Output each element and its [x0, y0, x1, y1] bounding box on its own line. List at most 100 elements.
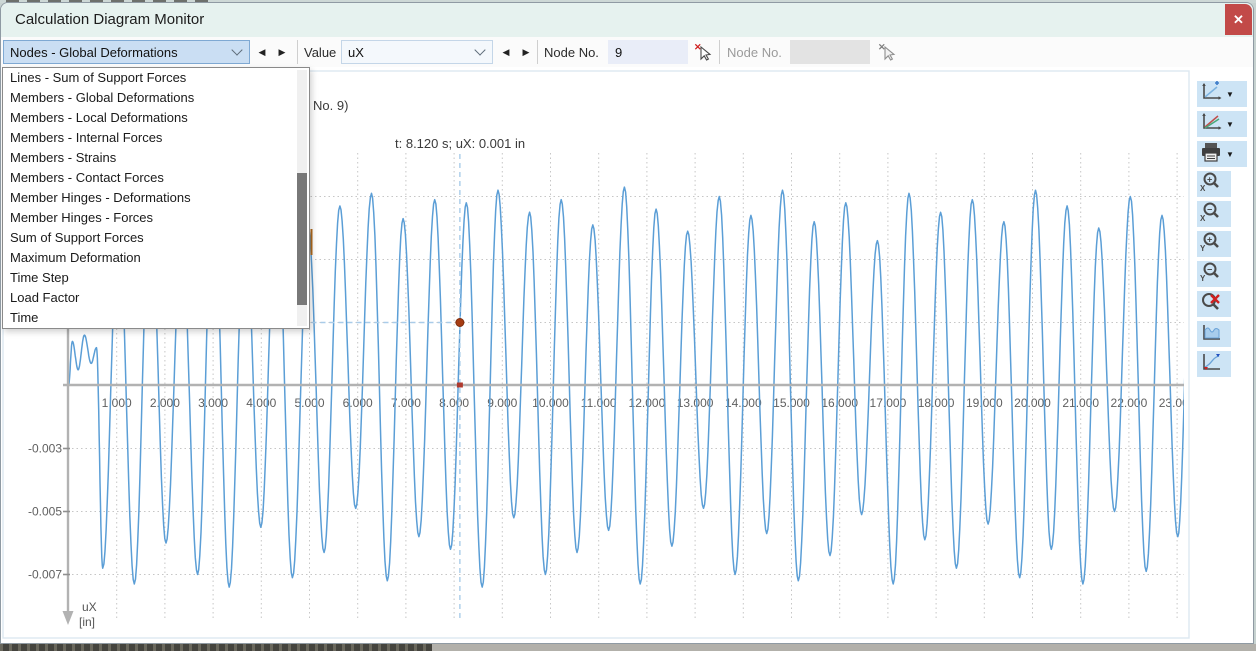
- svg-text:12.000: 12.000: [629, 396, 666, 410]
- dropdown-item[interactable]: Member Hinges - Deformations: [10, 190, 191, 205]
- toolbar: Nodes - Global Deformations ◀ ▶ Value uX…: [1, 37, 1253, 67]
- svg-text:-0.007: -0.007: [28, 568, 62, 582]
- dropdown-item[interactable]: Members - Global Deformations: [10, 90, 195, 105]
- svg-text:−: −: [1207, 264, 1212, 274]
- dropdown-item[interactable]: Members - Contact Forces: [10, 170, 164, 185]
- svg-text:-0.005: -0.005: [28, 505, 62, 519]
- svg-text:1.000: 1.000: [102, 396, 132, 410]
- zoom-reset-button[interactable]: [1197, 291, 1231, 317]
- dropdown-item[interactable]: Member Hinges - Forces: [10, 210, 154, 225]
- diagram-options-icon: [1199, 111, 1223, 138]
- dropdown-item[interactable]: Sum of Support Forces: [10, 230, 144, 245]
- svg-text:10.000: 10.000: [532, 396, 569, 410]
- svg-text:15.000: 15.000: [773, 396, 810, 410]
- close-button[interactable]: ✕: [1225, 4, 1252, 35]
- dropdown-item[interactable]: Time Step: [10, 270, 69, 285]
- result-category-dropdown: Lines - Sum of Support Forces Members - G…: [2, 67, 310, 329]
- result-category-value: Nodes - Global Deformations: [10, 44, 178, 60]
- value-next-button[interactable]: ▶: [517, 40, 535, 64]
- svg-text:11.000: 11.000: [581, 396, 617, 410]
- title-bar[interactable]: Calculation Diagram Monitor ✕: [1, 3, 1253, 38]
- zoom-in-x-button[interactable]: + X: [1197, 171, 1231, 197]
- svg-text:X: X: [1200, 184, 1206, 193]
- dropdown-item[interactable]: Members - Local Deformations: [10, 110, 188, 125]
- pick-cursor-icon: ✕: [694, 42, 712, 61]
- print-button[interactable]: ▼: [1197, 141, 1247, 167]
- svg-text:−: −: [1207, 204, 1212, 214]
- zoom-in-y-icon: + Y: [1199, 231, 1223, 258]
- background-texture: [6, 0, 216, 3]
- svg-text:✕: ✕: [878, 42, 886, 52]
- svg-text:5.000: 5.000: [294, 396, 324, 410]
- svg-text:2.000: 2.000: [150, 396, 180, 410]
- category-next-button[interactable]: ▶: [273, 40, 291, 64]
- svg-text:-0.003: -0.003: [28, 442, 62, 456]
- svg-text:18.000: 18.000: [918, 396, 955, 410]
- svg-text:+: +: [1207, 174, 1212, 184]
- right-arrow-icon: ▶: [522, 46, 530, 57]
- zoom-in-x-icon: + X: [1199, 171, 1223, 198]
- dropdown-arrow-icon: ▼: [1226, 89, 1234, 99]
- svg-text:22.000: 22.000: [1111, 396, 1148, 410]
- svg-text:21.000: 21.000: [1062, 396, 1099, 410]
- zoom-out-y-icon: − Y: [1199, 261, 1223, 288]
- svg-text:8.000: 8.000: [439, 396, 469, 410]
- node-no-input[interactable]: 9: [608, 40, 688, 64]
- zoom-in-y-button[interactable]: + Y: [1197, 231, 1231, 257]
- chevron-down-icon: [474, 44, 486, 56]
- add-diagram-icon: [1199, 80, 1223, 108]
- dropdown-item[interactable]: Lines - Sum of Support Forces: [10, 70, 187, 85]
- svg-text:13.000: 13.000: [677, 396, 714, 410]
- svg-text:3.000: 3.000: [198, 396, 228, 410]
- node-no-value: 9: [615, 44, 623, 60]
- calculation-diagram-chart[interactable]: 1.000 2.000 3.000 4.000 5.000 6.000 7.000 8.000…: [1, 67, 1197, 644]
- svg-text:Y: Y: [1200, 244, 1206, 253]
- chart-canvas[interactable]: 1.000 2.000 3.000 4.000 5.000 6.000 7.000 8.000…: [1, 67, 1197, 644]
- value-label: Value: [304, 44, 337, 60]
- dropdown-arrow-icon: ▼: [1226, 149, 1234, 159]
- add-diagram-button[interactable]: ▼: [1197, 80, 1247, 108]
- dropdown-item[interactable]: Time: [10, 310, 39, 325]
- zoom-full-button[interactable]: [1197, 321, 1231, 347]
- node-no2-input: [790, 40, 870, 64]
- dropdown-item[interactable]: Maximum Deformation: [10, 250, 141, 265]
- svg-text:✕: ✕: [694, 42, 702, 52]
- value-prev-button[interactable]: ◀: [497, 40, 515, 64]
- close-icon: ✕: [1233, 11, 1244, 27]
- node-no2-label: Node No.: [727, 44, 782, 60]
- svg-text:16.000: 16.000: [821, 396, 858, 410]
- svg-text:20.000: 20.000: [1014, 396, 1051, 410]
- node-no-label: Node No.: [544, 44, 599, 60]
- svg-text:t: 8.120 s; uX: 0.001 in: t: 8.120 s; uX: 0.001 in: [395, 136, 525, 151]
- dialog-title: Calculation Diagram Monitor: [15, 11, 205, 28]
- dropdown-scrollbar[interactable]: [297, 70, 307, 326]
- left-arrow-icon: ◀: [502, 46, 510, 57]
- dropdown-scrollbar-thumb[interactable]: [297, 173, 307, 305]
- toolbar-separator: [719, 40, 720, 64]
- extreme-values-button[interactable]: [1197, 351, 1231, 377]
- diagram-options-button[interactable]: ▼: [1197, 111, 1247, 137]
- background-window-top-sliver: [0, 0, 1256, 3]
- category-prev-button[interactable]: ◀: [253, 40, 271, 64]
- zoom-out-y-button[interactable]: − Y: [1197, 261, 1231, 287]
- zoom-out-x-button[interactable]: − X: [1197, 201, 1231, 227]
- svg-text:uX: uX: [82, 600, 97, 614]
- svg-text:19.000: 19.000: [966, 396, 1003, 410]
- chart-tool-column: ▼ ▼ ▼ + X − X + Y − Y: [1197, 80, 1247, 381]
- value-combobox[interactable]: uX: [341, 40, 493, 64]
- dropdown-items: Lines - Sum of Support Forces Members - G…: [3, 68, 309, 328]
- svg-text:No. 9): No. 9): [313, 98, 348, 113]
- dropdown-item[interactable]: Load Factor: [10, 290, 80, 305]
- dropdown-item[interactable]: Members - Internal Forces: [10, 130, 163, 145]
- background-texture: [0, 644, 432, 651]
- pick-node-button[interactable]: ✕: [691, 40, 715, 64]
- result-category-combobox[interactable]: Nodes - Global Deformations: [3, 40, 250, 64]
- dropdown-item[interactable]: Members - Strains: [10, 150, 117, 165]
- svg-text:+: +: [1207, 234, 1212, 244]
- toolbar-separator: [297, 40, 298, 64]
- pick-node2-button: ✕: [875, 40, 899, 64]
- toolbar-separator: [537, 40, 538, 64]
- zoom-full-icon: [1199, 321, 1223, 348]
- value-combobox-value: uX: [348, 44, 364, 60]
